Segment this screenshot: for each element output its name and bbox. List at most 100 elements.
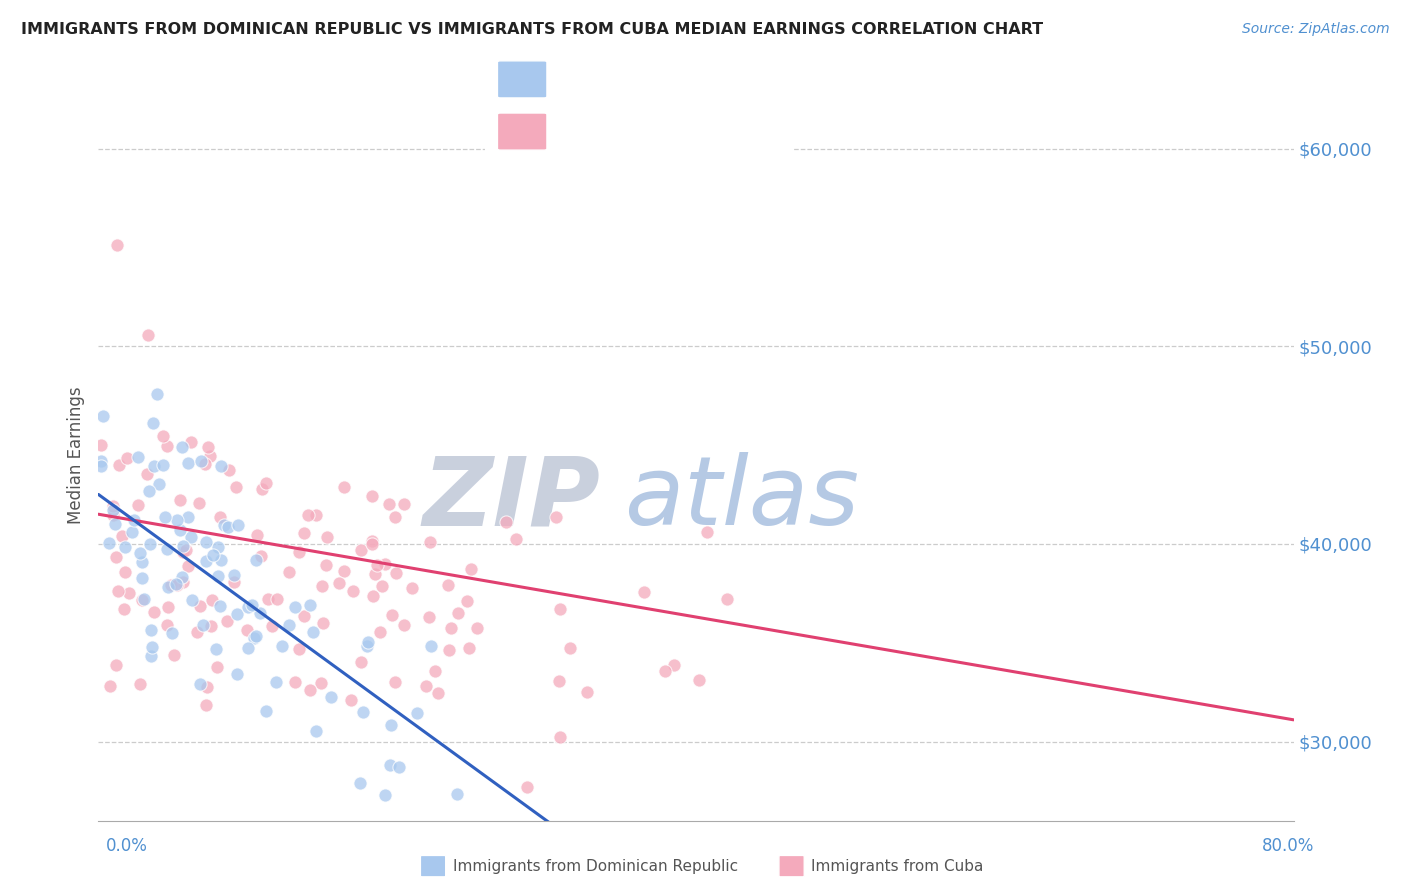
Point <box>195 535 218 549</box>
Point <box>131 592 153 607</box>
Point <box>135 467 157 481</box>
Point <box>172 574 194 589</box>
Point <box>155 541 177 556</box>
Point <box>136 328 159 343</box>
Point <box>91 409 114 423</box>
Point <box>124 513 146 527</box>
Point <box>108 458 131 472</box>
Point <box>222 568 245 582</box>
Point <box>350 656 373 670</box>
Point <box>302 625 325 640</box>
Point <box>127 499 149 513</box>
Point <box>419 535 441 549</box>
Point <box>200 619 222 633</box>
Point <box>312 615 335 630</box>
Point <box>371 579 394 593</box>
Point <box>139 649 162 664</box>
Point <box>129 677 152 691</box>
Point <box>215 614 238 628</box>
Point <box>437 642 460 657</box>
Text: Immigrants from Cuba: Immigrants from Cuba <box>811 859 984 873</box>
Point <box>195 698 218 712</box>
Point <box>172 440 194 454</box>
Point <box>105 550 128 565</box>
Point <box>548 674 571 689</box>
Point <box>633 585 655 599</box>
Point <box>349 776 371 790</box>
Point <box>688 673 710 687</box>
Point <box>236 624 259 638</box>
Point <box>214 518 236 533</box>
Point <box>460 562 482 576</box>
Point <box>141 640 163 654</box>
Point <box>381 608 404 623</box>
Point <box>437 578 460 592</box>
Point <box>333 480 356 494</box>
Point <box>209 459 232 474</box>
Point <box>90 454 112 468</box>
Point <box>298 682 321 697</box>
Point <box>207 569 229 583</box>
Point <box>350 542 373 557</box>
Point <box>716 592 738 607</box>
Point <box>180 530 202 544</box>
Point <box>90 458 112 473</box>
Point <box>316 530 339 544</box>
Point <box>254 475 277 490</box>
Point <box>284 600 307 615</box>
Point <box>169 492 191 507</box>
Point <box>440 621 463 635</box>
Point <box>250 482 273 496</box>
Point <box>131 571 153 585</box>
Text: N =: N = <box>676 122 717 141</box>
Text: -0.294: -0.294 <box>603 122 666 141</box>
Point <box>245 629 267 643</box>
Point <box>90 438 112 452</box>
Point <box>495 515 517 529</box>
Point <box>315 558 337 572</box>
Point <box>103 503 125 517</box>
Point <box>190 453 212 467</box>
Point <box>243 631 266 645</box>
Point <box>172 539 194 553</box>
Point <box>121 524 143 539</box>
Point <box>101 508 124 523</box>
Point <box>361 589 384 603</box>
Point <box>415 680 437 694</box>
Text: 80.0%: 80.0% <box>1263 837 1315 855</box>
Point <box>207 540 229 554</box>
Point <box>271 640 294 654</box>
Point <box>384 566 406 581</box>
Point <box>364 566 387 581</box>
Point <box>288 641 311 656</box>
Point <box>97 536 120 550</box>
Point <box>112 601 135 615</box>
Text: 0.0%: 0.0% <box>105 837 148 855</box>
Point <box>166 513 188 527</box>
Point <box>394 618 416 632</box>
Point <box>249 606 271 620</box>
Text: Immigrants from Dominican Republic: Immigrants from Dominican Republic <box>453 859 738 873</box>
Point <box>138 483 160 498</box>
Point <box>148 476 170 491</box>
Text: Source: ZipAtlas.com: Source: ZipAtlas.com <box>1241 22 1389 37</box>
Text: N =: N = <box>676 70 717 88</box>
Point <box>361 489 384 503</box>
Point <box>447 606 470 620</box>
Point <box>131 555 153 569</box>
Point <box>104 658 127 673</box>
Point <box>246 527 269 541</box>
Point <box>115 450 138 465</box>
Point <box>166 577 188 591</box>
Point <box>209 599 232 613</box>
Point <box>262 619 284 633</box>
Point <box>292 608 315 623</box>
Point <box>446 787 468 801</box>
Point <box>169 524 191 538</box>
Point <box>163 648 186 663</box>
Point <box>457 640 479 655</box>
Point <box>152 429 174 443</box>
Point <box>143 458 166 473</box>
Point <box>177 456 200 470</box>
Point <box>218 463 240 477</box>
